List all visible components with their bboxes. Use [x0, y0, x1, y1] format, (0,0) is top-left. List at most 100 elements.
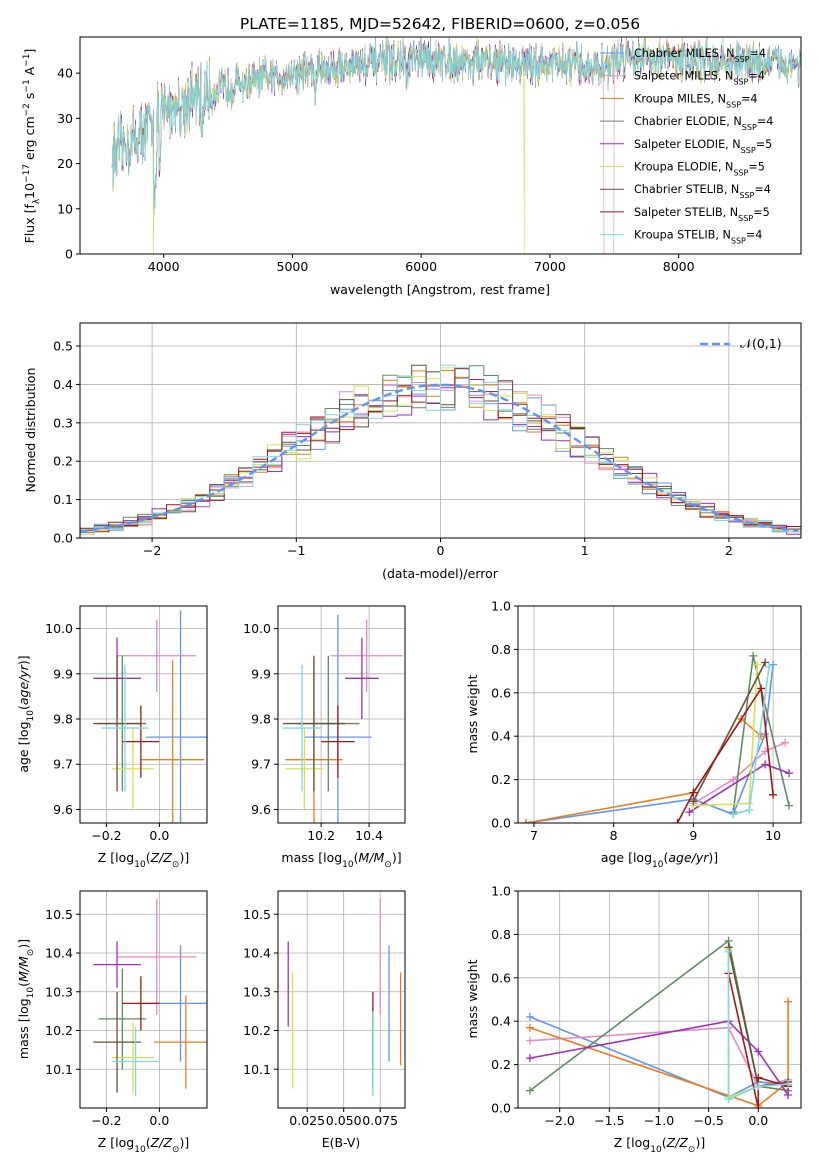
y-tick-label: 10.1: [243, 1062, 271, 1077]
x-tick-label: 10.4: [355, 828, 383, 843]
x-axis-label: wavelength [Angstrom, rest frame]: [330, 282, 550, 297]
series-marker: [784, 997, 793, 1006]
y-tick-label: 0.4: [53, 377, 73, 392]
legend-entry: Kroupa ELODIE, NSSP=5: [634, 161, 765, 178]
x-tick-label: −1: [287, 543, 305, 558]
legend-entry: Salpeter ELODIE, NSSP=5: [634, 138, 772, 155]
y-axis-label: Flux [fλ10−17 erg cm−2 s−1 A−1]: [22, 49, 42, 244]
y-axis-label: age [log10(age/yr)]: [16, 655, 36, 772]
y-tick-label: 0.6: [491, 970, 511, 985]
series-marker: [525, 1023, 534, 1032]
series-marker: [761, 760, 770, 769]
axes-mass-weight-vs-age: 7 8 9 10 0.0 0.2 0.4 0.6 0.8 1.0 age [log10(age/yr…: [465, 599, 802, 870]
figure-title: PLATE=1185, MJD=52642, FIBERID=0600, z=0…: [240, 15, 640, 33]
errorbar-salpeter-elodie: [93, 941, 141, 988]
y-tick-label: 1.0: [491, 884, 511, 899]
axes-frame: [277, 605, 406, 824]
series-marker: [757, 684, 766, 693]
y-tick-label: 40: [57, 66, 73, 81]
axes-frame: [277, 890, 406, 1109]
y-tick-label: 0.2: [491, 772, 511, 787]
series-marker: [525, 1054, 534, 1063]
plot-area-spectrum: [111, 37, 801, 254]
y-tick-label: 0.0: [491, 1101, 511, 1116]
axes-frame: [517, 605, 802, 824]
axes-frame: [79, 605, 208, 824]
x-tick-label: 10.2: [307, 828, 335, 843]
x-tick-label: 7000: [534, 259, 566, 274]
legend: Chabrier MILES, NSSP=4 Salpeter MILES, NS…: [600, 47, 773, 245]
y-tick-label: 9.6: [251, 802, 271, 817]
y-tick-label: 10.2: [243, 1023, 271, 1038]
y-tick-label: 10.0: [243, 621, 271, 636]
errorbar-kroupa-miles: [154, 995, 207, 1089]
axes-mass-vs-ebv: 0.025 0.050 0.075 10.1 10.2 10.3 10.4 10.5 E(B-V…: [243, 890, 406, 1150]
series-marker: [749, 651, 758, 660]
y-tick-label: 0: [65, 247, 73, 262]
y-tick-label: 0.0: [491, 816, 511, 831]
errorbar-salpeter-stelib: [122, 976, 160, 1031]
y-tick-label: 0.4: [491, 729, 511, 744]
y-tick-label: 0.4: [491, 1014, 511, 1029]
errorbar-kroupa-stelib: [282, 664, 322, 792]
series-marker: [753, 660, 762, 669]
x-tick-label: 1: [581, 543, 589, 558]
y-tick-label: 9.7: [53, 757, 73, 772]
x-axis-label: (data-model)/error: [382, 566, 499, 581]
y-tick-label: 10.4: [45, 946, 73, 961]
axes-spectrum: 4000 5000 6000 7000 8000 0 10 20 30 40 Flux [fλ10−…: [22, 36, 802, 297]
axes-age-vs-Z: −0.2 0.0 9.6 9.7 9.8 9.9 10.0 Z [log10(Z/Z⊙)] ag…: [16, 605, 208, 870]
y-tick-label: 30: [57, 111, 73, 126]
y-tick-label: 9.7: [251, 757, 271, 772]
errorbar-chabrier-stelib: [282, 655, 346, 792]
x-tick-label: 0.0: [149, 1113, 169, 1128]
series-marker: [754, 1104, 763, 1108]
y-tick-label: 0.8: [491, 927, 511, 942]
series-line: [529, 1020, 789, 1096]
errorbar-chabrier-elodie: [98, 968, 147, 1070]
series-marker: [729, 810, 738, 819]
plot-area-mass-vs-ebv: [287, 898, 402, 1097]
x-axis-label: Z [log10(Z/Z⊙)]: [98, 850, 189, 870]
y-tick-label: 9.8: [53, 712, 73, 727]
series-marker: [785, 801, 794, 810]
series-marker: [521, 819, 530, 823]
y-tick-label: 0.3: [53, 415, 73, 430]
series-line: [529, 1026, 789, 1088]
y-tick-label: 10.2: [45, 1023, 73, 1038]
series-marker: [724, 1095, 733, 1104]
y-tick-label: 10.1: [45, 1062, 73, 1077]
y-tick-label: 0.2: [53, 454, 73, 469]
y-tick-label: 10: [57, 201, 73, 216]
x-tick-label: 0.075: [362, 1113, 398, 1128]
series-marker: [525, 1086, 534, 1095]
y-axis-label: mass weight: [465, 959, 480, 1038]
y-tick-label: 9.8: [251, 712, 271, 727]
x-tick-label: 8: [610, 828, 618, 843]
series-marker: [757, 732, 766, 741]
series-marker: [754, 1073, 763, 1082]
x-tick-label: 7: [530, 828, 538, 843]
y-tick-label: 20: [57, 156, 73, 171]
plot-area-mass-weight-vs-Z: [525, 936, 793, 1108]
y-tick-label: 9.9: [53, 666, 73, 681]
series-chabrier-stelib: [689, 658, 770, 806]
x-axis-label: age [log10(age/yr)]: [601, 850, 718, 870]
y-tick-label: 0.2: [491, 1057, 511, 1072]
axes-age-vs-mass: 10.2 10.4 9.6 9.7 9.8 9.9 10.0 mass [log10(M/M⊙…: [243, 605, 406, 870]
errorbar-salpeter-miles: [330, 619, 403, 692]
series-salpeter-elodie: [685, 760, 794, 817]
x-tick-label: 10: [765, 828, 781, 843]
x-tick-label: −1.5: [594, 1113, 624, 1128]
x-tick-label: −2: [143, 543, 161, 558]
x-axis-label: E(B-V): [322, 1135, 361, 1150]
series-marker: [769, 790, 778, 799]
errorbar-kroupa-stelib: [111, 1026, 160, 1097]
series-marker: [729, 775, 738, 784]
y-tick-label: 0.8: [491, 642, 511, 657]
errorbar-kroupa-elodie: [111, 1022, 155, 1093]
x-tick-label: −1.0: [644, 1113, 674, 1128]
errorbar-kroupa-miles: [140, 660, 205, 823]
y-axis-label: mass weight: [465, 674, 480, 753]
